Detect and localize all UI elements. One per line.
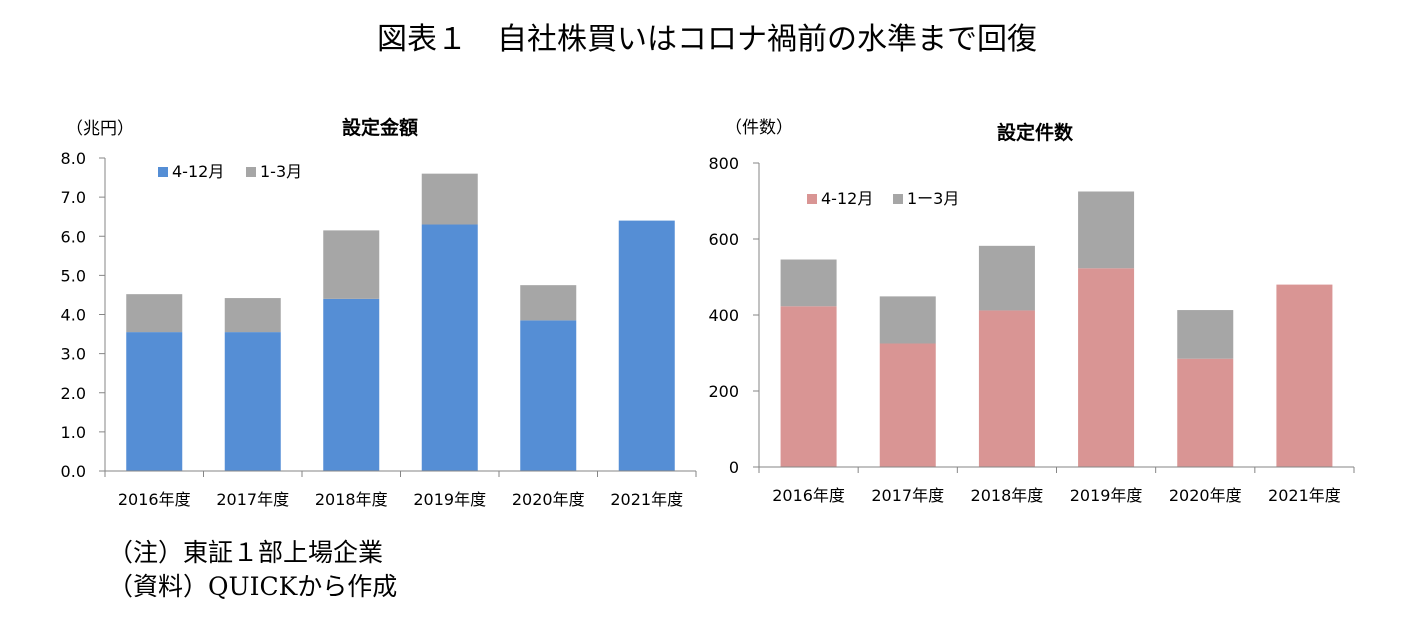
y-unit-label: （件数）: [725, 118, 793, 138]
y-tick-label: 600: [708, 230, 739, 249]
y-tick-label: 400: [708, 306, 739, 325]
bar-main: [224, 332, 281, 471]
bar-q1-3: [780, 259, 837, 307]
y-tick-label: 7.0: [61, 188, 86, 207]
x-tick-label: 2019年度: [413, 490, 486, 509]
legend-label: 1-3月: [260, 162, 302, 181]
y-tick-label: 5.0: [61, 266, 86, 285]
y-tick-label: 8.0: [61, 149, 86, 168]
y-tick-label: 6.0: [61, 227, 86, 246]
x-tick-label: 2019年度: [1070, 486, 1143, 505]
x-tick-label: 2018年度: [315, 490, 388, 509]
bar-q1-3: [1177, 310, 1234, 359]
y-tick-label: 800: [708, 154, 739, 173]
y-tick-label: 2.0: [61, 384, 86, 403]
bar-main: [323, 298, 380, 471]
count-chart: 設定件数 （件数） 2016年度 2017年度 2018年度 2019年度 2020年度 20…: [708, 118, 1355, 505]
x-tick-label: 2016年度: [772, 486, 845, 505]
legend-label: 4-12月: [821, 189, 873, 208]
bar-main: [520, 320, 577, 471]
y-tick-label: 4.0: [61, 306, 86, 325]
y-unit-label: （兆円）: [66, 119, 134, 139]
legend-swatch: [893, 194, 903, 204]
y-tick-label: 0.0: [61, 462, 86, 481]
bar-q1-3: [126, 294, 183, 333]
bar-main: [1078, 268, 1135, 467]
x-tick-label: 2016年度: [118, 490, 191, 509]
bar-main: [421, 224, 478, 471]
y-tick-label: 1.0: [61, 423, 86, 442]
bar-main: [618, 220, 675, 471]
bar-main: [126, 332, 183, 471]
legend-label: 1ー3月: [907, 189, 959, 208]
page-title: 図表１ 自社株買いはコロナ禍前の水準まで回復: [377, 22, 1037, 57]
x-tick-label: 2017年度: [216, 490, 289, 509]
legend-swatch: [807, 194, 817, 204]
y-tick-label: 3.0: [61, 345, 86, 364]
legend-label: 4-12月: [172, 162, 224, 181]
bar-main: [978, 310, 1035, 467]
bar-q1-3: [978, 245, 1035, 311]
footnote-source: （資料）QUICKから作成: [108, 572, 398, 601]
bar-q1-3: [879, 296, 936, 344]
x-tick-label: 2017年度: [871, 486, 944, 505]
x-tick-label: 2020年度: [1169, 486, 1242, 505]
bar-q1-3: [323, 230, 380, 299]
x-tick-label: 2021年度: [1268, 486, 1341, 505]
x-tick-label: 2018年度: [971, 486, 1044, 505]
bar-q1-3: [520, 285, 577, 321]
chart-title: 設定金額: [342, 116, 418, 139]
bar-q1-3: [1078, 191, 1135, 269]
bar-q1-3: [421, 173, 478, 225]
legend-swatch: [246, 167, 256, 177]
bar-main: [1276, 284, 1333, 467]
amount-chart: 設定金額 （兆円） 2016年度 2017年度 2018年度 2019年度 2020年度 20…: [61, 116, 697, 509]
x-tick-label: 2021年度: [610, 490, 683, 509]
x-tick-label: 2020年度: [512, 490, 585, 509]
bar-main: [780, 306, 837, 467]
bar-q1-3: [224, 298, 281, 333]
footnote-note: （注）東証１部上場企業: [108, 538, 384, 567]
legend-swatch: [158, 167, 168, 177]
chart-title: 設定件数: [997, 121, 1074, 144]
y-tick-label: 0: [729, 458, 739, 477]
bar-main: [1177, 358, 1234, 467]
y-tick-label: 200: [708, 382, 739, 401]
bar-main: [879, 343, 936, 467]
